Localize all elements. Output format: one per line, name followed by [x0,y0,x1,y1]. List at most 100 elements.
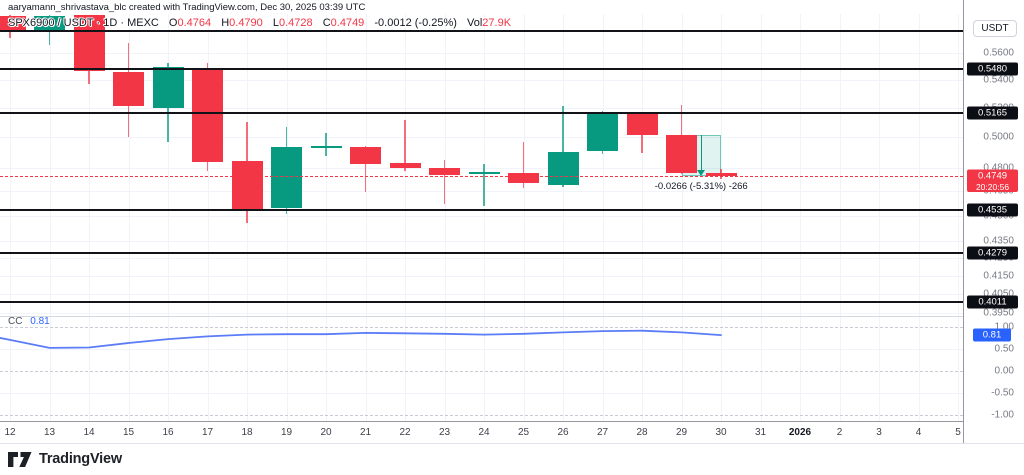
grid-line-vertical [563,14,564,421]
indicator-name: CC [8,316,23,327]
measure-arrow [700,135,702,170]
last-price-badge: 0.4749 [967,169,1018,183]
candle-wick [364,146,367,192]
currency-toggle-button[interactable]: USDT [973,20,1017,37]
horizontal-level-line[interactable] [0,112,963,115]
time-tick-label: 2 [836,427,843,438]
price-level-badge: 0.4535 [967,203,1018,217]
time-tick-label: 15 [122,427,135,438]
grid-line-vertical [444,14,446,421]
grid-line-horizontal [0,312,963,314]
price-tick-label: 0.5000 [983,131,1014,143]
grid-line-horizontal [0,348,963,350]
candlestick [468,172,500,175]
price-level-badge: 0.4279 [967,246,1018,260]
grid-line-vertical [721,14,722,421]
bar-countdown-badge: 20:20:56 [967,182,1018,193]
grid-line-vertical [10,14,11,421]
candlestick [231,161,263,210]
time-tick-label: 21 [359,427,372,438]
grid-line-vertical [128,14,130,421]
tradingview-logo-icon [8,451,32,467]
horizontal-level-line[interactable] [0,68,963,70]
time-tick-label: 31 [754,427,767,438]
grid-line-vertical [523,14,525,421]
horizontal-level-line[interactable] [0,252,963,255]
time-tick-label: 16 [162,427,174,438]
grid-line-horizontal [0,108,963,110]
indicator-band-line [0,326,963,328]
grid-line-vertical [365,14,367,421]
grid-line-vertical [484,14,485,421]
time-tick-label: 26 [557,427,569,438]
candlestick [152,67,184,108]
time-tick-label: 23 [438,427,451,438]
time-tick-label: 13 [43,427,56,438]
footer-bar: TradingView [0,444,1024,475]
open-value: 0.4764 [177,17,212,29]
candle-wick [562,106,564,188]
grid-line-vertical [918,14,920,421]
candlestick [429,167,460,175]
grid-line-vertical [958,14,959,421]
indicator-value: 0.81 [30,316,50,327]
grid-line-vertical [168,14,169,421]
grid-line-horizontal [0,276,963,278]
time-tick-label: 25 [517,427,530,438]
grid-line-horizontal [0,52,963,54]
price-scale[interactable]: USDT 0.56000.54000.52000.50000.48000.465… [963,0,1024,443]
time-tick-label: 2026 [788,427,812,438]
cc-indicator-line [0,329,722,349]
high-value: 0.4790 [229,17,263,29]
horizontal-level-line[interactable] [0,300,963,303]
grid-line-horizontal [0,215,963,217]
horizontal-level-line[interactable] [0,209,963,211]
grid-line-horizontal [0,241,963,242]
attribution-text: aaryamann_shrivastava_blc created with T… [8,2,366,13]
pane-divider[interactable] [0,316,1024,317]
volume-value: 27.9K [482,17,512,29]
time-tick-label: 30 [715,427,727,438]
grid-line-horizontal [0,258,963,260]
open-label: O [168,17,178,29]
grid-line-vertical [89,14,90,421]
candlestick [113,71,144,106]
grid-line-horizontal [0,294,963,296]
grid-line-vertical [760,14,762,421]
chart-plot-area[interactable]: -0.0266 (-5.31%) -266 [0,0,963,443]
grid-line-vertical [681,14,683,421]
grid-line-vertical [642,14,643,421]
candlestick [34,16,65,30]
time-axis[interactable]: 12 13 14 15 16 17 18 19 20 21 22 23 24 25 26 27 28 29 30 31… [0,422,1024,443]
candlestick [271,147,302,208]
indicator-tick-label: 1.00 [994,321,1014,333]
candlestick [587,114,618,151]
price-tick-label: 0.4150 [983,270,1014,282]
volume-label: Vol [466,17,483,29]
symbol-title[interactable]: SPX6900 / USDT [8,17,94,29]
interval-label[interactable]: 1D [103,17,118,29]
grid-line-vertical [326,14,327,421]
price-level-badge: 0.5480 [967,62,1018,76]
grid-line-vertical [879,14,880,421]
candle-wick [48,15,51,45]
candlestick [666,135,697,174]
time-tick-label: 17 [201,427,214,438]
tradingview-logo[interactable]: TradingView [8,451,122,467]
price-tick-label: 0.4800 [983,162,1014,174]
time-tick-label: 5 [955,427,961,438]
grid-line-horizontal [0,167,963,169]
time-tick-label: 3 [876,427,882,438]
time-tick-label: 22 [399,427,411,438]
time-tick-label: 28 [636,427,648,438]
indicator-legend[interactable]: CC 0.81 [8,316,50,327]
footer-divider [0,443,1024,444]
low-value: 0.4728 [278,17,313,29]
chart-legend: SPX6900 / USDT · 1D · MEXC O0.4764 H0.47… [8,17,511,29]
time-tick-label: 12 [4,427,16,438]
change-value: -0.0012 (-0.25%) [374,17,457,29]
candlestick [547,151,579,185]
horizontal-level-line[interactable] [0,30,963,33]
price-level-badge: 0.4011 [967,295,1018,308]
